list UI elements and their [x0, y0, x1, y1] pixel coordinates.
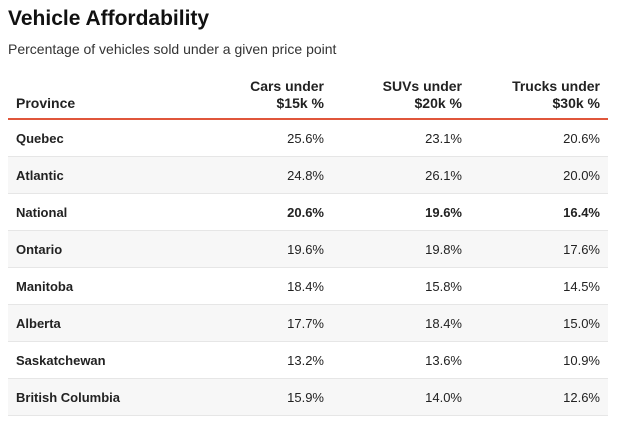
table-row-national: National 20.6% 19.6% 16.4% [8, 193, 608, 231]
table-card: Vehicle Affordability Percentage of vehi… [8, 7, 608, 416]
cell-trucks: 20.0% [470, 156, 608, 194]
header-suvs-line2: $20k % [414, 95, 462, 111]
cell-suvs: 19.8% [332, 230, 470, 268]
cell-province: Saskatchewan [8, 341, 194, 379]
cell-suvs: 13.6% [332, 341, 470, 379]
header-cars-line2: $15k % [276, 95, 324, 111]
cell-suvs: 23.1% [332, 119, 470, 157]
header-province[interactable]: Province [8, 78, 194, 120]
cell-trucks: 16.4% [470, 193, 608, 231]
cell-suvs: 14.0% [332, 378, 470, 416]
header-cars-line1: Cars under [250, 78, 324, 94]
cell-suvs: 15.8% [332, 267, 470, 305]
cell-trucks: 20.6% [470, 119, 608, 157]
cell-trucks: 17.6% [470, 230, 608, 268]
header-suvs[interactable]: SUVs under $20k % [332, 78, 470, 120]
header-cars[interactable]: Cars under $15k % [194, 78, 332, 120]
affordability-table: Province Cars under $15k % SUVs under $2… [8, 78, 608, 416]
header-row: Province Cars under $15k % SUVs under $2… [8, 78, 608, 120]
table-row: Manitoba 18.4% 15.8% 14.5% [8, 267, 608, 305]
cell-province: Atlantic [8, 156, 194, 194]
cell-province: National [8, 193, 194, 231]
cell-suvs: 26.1% [332, 156, 470, 194]
cell-trucks: 12.6% [470, 378, 608, 416]
cell-trucks: 14.5% [470, 267, 608, 305]
header-suvs-line1: SUVs under [382, 78, 462, 94]
cell-suvs: 18.4% [332, 304, 470, 342]
cell-cars: 24.8% [194, 156, 332, 194]
cell-province: Quebec [8, 119, 194, 157]
cell-cars: 13.2% [194, 341, 332, 379]
cell-cars: 17.7% [194, 304, 332, 342]
header-trucks[interactable]: Trucks under $30k % [470, 78, 608, 120]
cell-cars: 19.6% [194, 230, 332, 268]
table-row: Alberta 17.7% 18.4% 15.0% [8, 304, 608, 342]
cell-suvs: 19.6% [332, 193, 470, 231]
table-row: Quebec 25.6% 23.1% 20.6% [8, 119, 608, 157]
table-row: Saskatchewan 13.2% 13.6% 10.9% [8, 341, 608, 379]
header-province-label: Province [16, 95, 76, 111]
cell-trucks: 10.9% [470, 341, 608, 379]
header-trucks-line2: $30k % [552, 95, 600, 111]
cell-cars: 15.9% [194, 378, 332, 416]
page-subtitle: Percentage of vehicles sold under a give… [8, 41, 337, 57]
table-row: British Columbia 15.9% 14.0% 12.6% [8, 378, 608, 416]
cell-cars: 18.4% [194, 267, 332, 305]
cell-cars: 25.6% [194, 119, 332, 157]
cell-province: British Columbia [8, 378, 194, 416]
cell-province: Alberta [8, 304, 194, 342]
table-row: Ontario 19.6% 19.8% 17.6% [8, 230, 608, 268]
cell-trucks: 15.0% [470, 304, 608, 342]
header-trucks-line1: Trucks under [512, 78, 600, 94]
cell-province: Ontario [8, 230, 194, 268]
table-row: Atlantic 24.8% 26.1% 20.0% [8, 156, 608, 194]
cell-province: Manitoba [8, 267, 194, 305]
page-title: Vehicle Affordability [8, 7, 210, 30]
cell-cars: 20.6% [194, 193, 332, 231]
